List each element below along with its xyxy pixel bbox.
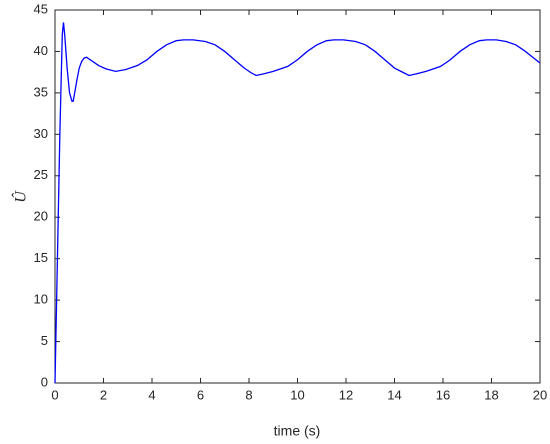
x-tick-label: 2 — [100, 387, 107, 402]
x-tick-label: 4 — [148, 387, 155, 402]
y-tick-label: 45 — [34, 1, 48, 16]
x-tick-label: 20 — [533, 387, 547, 402]
x-tick-label: 18 — [484, 387, 498, 402]
y-tick-label: 5 — [41, 333, 48, 348]
y-tick-label: 40 — [34, 43, 48, 58]
y-axis-label: Û — [11, 190, 30, 203]
y-tick-label: 25 — [34, 167, 48, 182]
y-tick-label: 20 — [34, 209, 48, 224]
y-tick-label: 10 — [34, 292, 48, 307]
y-tick-label: 0 — [41, 374, 48, 389]
x-tick-label: 0 — [51, 387, 58, 402]
data-line — [54, 22, 541, 384]
plot-frame — [54, 9, 541, 384]
x-tick-label: 10 — [290, 387, 304, 402]
x-tick-label: 6 — [197, 387, 204, 402]
x-tick-label: 14 — [387, 387, 401, 402]
x-tick-label: 8 — [245, 387, 252, 402]
y-tick-label: 30 — [34, 126, 48, 141]
x-tick-label: 16 — [436, 387, 450, 402]
x-tick-label: 12 — [339, 387, 353, 402]
y-tick-label: 15 — [34, 250, 48, 265]
x-axis-label: time (s) — [274, 423, 321, 439]
y-tick-label: 35 — [34, 84, 48, 99]
